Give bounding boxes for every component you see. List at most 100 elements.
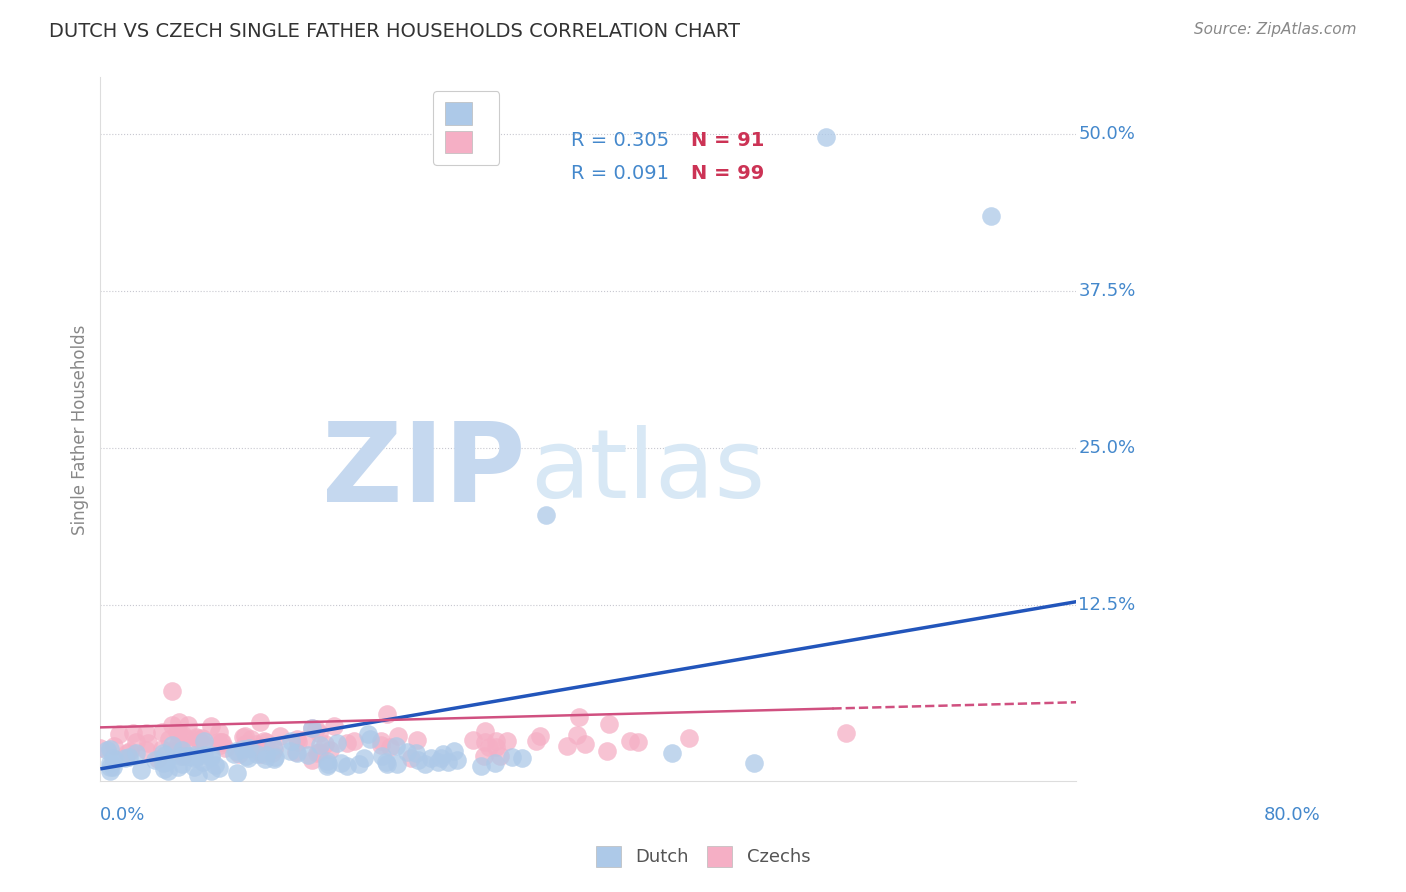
- Point: [308, 726, 330, 740]
- Point: [295, 731, 318, 746]
- Point: [322, 719, 344, 733]
- Point: [619, 734, 641, 748]
- Text: R = 0.305: R = 0.305: [571, 131, 688, 151]
- Point: [225, 744, 247, 758]
- Point: [347, 757, 370, 772]
- Point: [280, 734, 302, 748]
- Point: [148, 752, 170, 766]
- Point: [200, 719, 222, 733]
- Point: [167, 725, 190, 739]
- Point: [534, 508, 557, 522]
- Point: [285, 747, 308, 761]
- Point: [264, 750, 287, 764]
- Point: [567, 710, 589, 724]
- Point: [135, 726, 157, 740]
- Point: [155, 755, 177, 769]
- Point: [384, 739, 406, 753]
- Point: [980, 209, 1002, 223]
- Point: [316, 757, 339, 772]
- Point: [200, 764, 222, 778]
- Point: [238, 740, 260, 755]
- Point: [253, 734, 276, 748]
- Point: [395, 745, 418, 759]
- Point: [98, 764, 121, 778]
- Point: [596, 744, 619, 758]
- Point: [152, 746, 174, 760]
- Point: [253, 752, 276, 766]
- Point: [200, 747, 222, 762]
- Point: [260, 746, 283, 760]
- Point: [319, 743, 342, 757]
- Point: [157, 764, 180, 778]
- Point: [742, 756, 765, 771]
- Point: [315, 759, 337, 773]
- Point: [627, 735, 650, 749]
- Point: [186, 731, 208, 745]
- Point: [122, 726, 145, 740]
- Point: [284, 745, 307, 759]
- Point: [160, 718, 183, 732]
- Point: [224, 747, 246, 761]
- Point: [307, 746, 329, 760]
- Point: [262, 739, 284, 753]
- Point: [478, 739, 501, 754]
- Point: [225, 765, 247, 780]
- Point: [240, 741, 263, 756]
- Point: [89, 741, 111, 756]
- Point: [162, 683, 184, 698]
- Point: [167, 738, 190, 752]
- Point: [170, 748, 193, 763]
- Point: [176, 749, 198, 764]
- Point: [427, 755, 450, 769]
- Point: [406, 753, 429, 767]
- Point: [172, 749, 194, 764]
- Point: [329, 756, 352, 770]
- Text: Source: ZipAtlas.com: Source: ZipAtlas.com: [1194, 22, 1357, 37]
- Point: [228, 747, 250, 761]
- Point: [177, 748, 200, 763]
- Point: [297, 747, 319, 762]
- Point: [278, 744, 301, 758]
- Point: [343, 734, 366, 748]
- Point: [301, 753, 323, 767]
- Point: [308, 745, 330, 759]
- Point: [232, 742, 254, 756]
- Point: [472, 749, 495, 764]
- Point: [598, 716, 620, 731]
- Point: [186, 749, 208, 764]
- Point: [155, 748, 177, 763]
- Point: [370, 739, 392, 753]
- Point: [474, 724, 496, 739]
- Point: [118, 750, 141, 764]
- Point: [183, 750, 205, 764]
- Point: [98, 760, 121, 774]
- Text: 0.0%: 0.0%: [100, 806, 146, 824]
- Point: [245, 737, 267, 751]
- Point: [834, 726, 856, 740]
- Point: [371, 749, 394, 764]
- Point: [208, 725, 231, 739]
- Point: [115, 746, 138, 760]
- Point: [150, 742, 173, 756]
- Point: [485, 739, 508, 754]
- Point: [143, 753, 166, 767]
- Point: [187, 768, 209, 782]
- Point: [174, 731, 197, 746]
- Point: [501, 749, 523, 764]
- Point: [235, 738, 257, 752]
- Point: [374, 756, 396, 770]
- Point: [432, 747, 454, 761]
- Point: [103, 739, 125, 753]
- Point: [208, 761, 231, 775]
- Text: 37.5%: 37.5%: [1078, 282, 1136, 300]
- Point: [510, 750, 533, 764]
- Point: [125, 735, 148, 749]
- Point: [254, 735, 277, 749]
- Point: [263, 751, 285, 765]
- Point: [152, 762, 174, 776]
- Point: [301, 721, 323, 735]
- Point: [301, 721, 323, 735]
- Point: [557, 739, 579, 753]
- Point: [232, 731, 254, 745]
- Legend: Dutch, Czechs: Dutch, Czechs: [589, 838, 817, 874]
